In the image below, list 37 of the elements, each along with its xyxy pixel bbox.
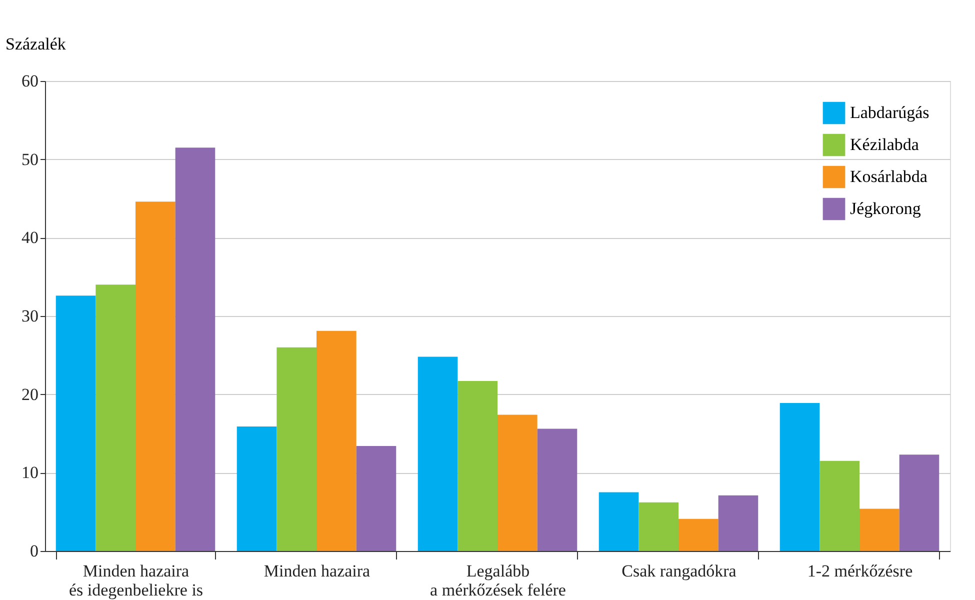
x-tick-label: Legalább a mérkőzések felére — [430, 562, 566, 600]
y-tick-label: 0 — [30, 542, 38, 560]
bar — [718, 495, 758, 551]
bar — [780, 402, 820, 551]
bar — [638, 502, 678, 551]
bar — [820, 460, 860, 551]
x-tick-label: Minden hazaira és idegenbeliekre is — [68, 562, 204, 600]
bar — [678, 518, 718, 551]
y-tick-label: 10 — [22, 463, 38, 482]
y-tick-label: 50 — [22, 150, 38, 169]
bar — [276, 347, 316, 551]
bar — [236, 426, 277, 551]
y-tick-label: 20 — [22, 384, 38, 404]
legend-label: Kézilabda — [850, 135, 920, 154]
bar — [899, 454, 940, 551]
bar — [598, 492, 639, 551]
y-axis-title: Százalék — [6, 34, 66, 54]
bar — [458, 381, 498, 551]
bar — [316, 330, 356, 551]
bar — [136, 202, 176, 551]
bar — [96, 284, 136, 551]
bar — [356, 446, 396, 551]
y-tick-label: 30 — [22, 306, 38, 326]
x-tick-label: Minden hazaira — [264, 562, 371, 580]
y-tick-label: 60 — [22, 72, 38, 90]
bar — [537, 428, 578, 551]
bar — [498, 414, 538, 551]
y-tick-label: 40 — [22, 228, 38, 248]
x-tick-label: Csak rangadókra — [622, 562, 737, 580]
bar — [418, 356, 458, 551]
legend-label: Jégkorong — [850, 199, 922, 218]
bar — [56, 296, 96, 551]
legend-label: Kosárlabda — [850, 167, 928, 186]
bar — [175, 148, 216, 551]
x-tick-label: 1-2 mérkőzésre — [807, 562, 913, 580]
legend-label: Labdarúgás — [850, 103, 930, 122]
bar — [860, 508, 900, 551]
